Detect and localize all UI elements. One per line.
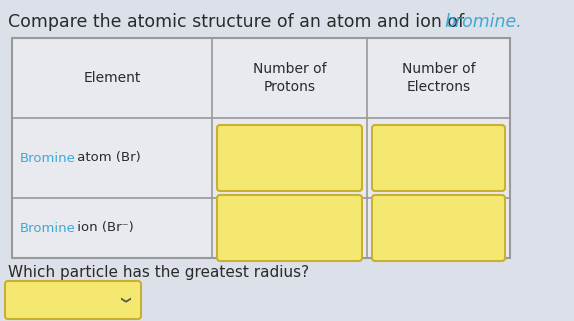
Text: Bromine: Bromine [20, 152, 76, 164]
Text: Which particle has the greatest radius?: Which particle has the greatest radius? [8, 265, 309, 280]
Text: Bromine: Bromine [20, 221, 76, 235]
Text: ion (Br⁻): ion (Br⁻) [73, 221, 134, 235]
Text: Element: Element [83, 71, 141, 85]
FancyBboxPatch shape [217, 125, 362, 191]
Text: Number of
Electrons: Number of Electrons [402, 62, 475, 94]
FancyBboxPatch shape [372, 125, 505, 191]
Bar [12, 38, 510, 258]
Text: Compare the atomic structure of an atom and ion of: Compare the atomic structure of an atom … [8, 13, 470, 31]
FancyBboxPatch shape [5, 281, 141, 319]
FancyBboxPatch shape [217, 195, 362, 261]
Text: ❯: ❯ [119, 296, 129, 304]
FancyBboxPatch shape [372, 195, 505, 261]
Text: atom (Br): atom (Br) [73, 152, 141, 164]
Text: bromine.: bromine. [444, 13, 522, 31]
Text: Number of
Protons: Number of Protons [253, 62, 326, 94]
